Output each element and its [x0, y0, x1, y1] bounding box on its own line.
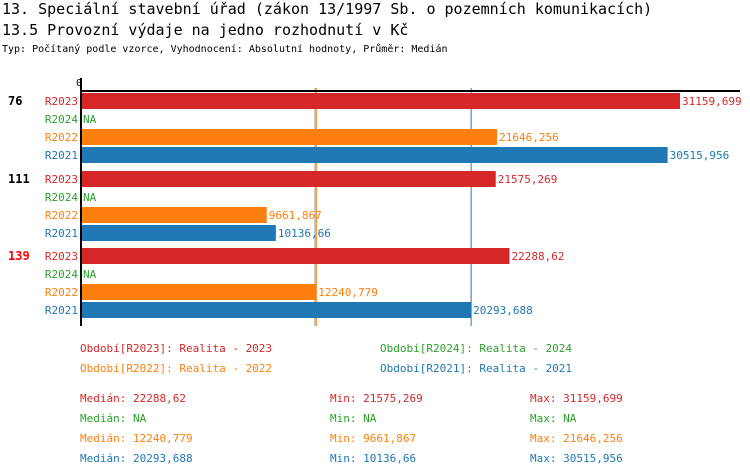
group-label: 111 — [8, 172, 30, 186]
bar-R2022 — [82, 284, 317, 300]
series-label: R2023 — [45, 250, 78, 263]
data-label: 31159,699 — [682, 95, 742, 108]
stat-max: Max: NA — [530, 412, 577, 425]
stat-median: Medián: 22288,62 — [80, 392, 186, 405]
series-label: R2022 — [45, 209, 78, 222]
bar-R2023 — [82, 248, 510, 264]
legend-item: Období[R2024]: Realita - 2024 — [380, 342, 573, 355]
series-label: R2021 — [45, 149, 78, 162]
group-label: 139 — [8, 249, 30, 263]
data-label: NA — [83, 268, 97, 281]
series-label: R2023 — [45, 95, 78, 108]
data-label: 21646,256 — [499, 131, 559, 144]
bar-R2023 — [82, 171, 496, 187]
data-label: 22288,62 — [511, 250, 564, 263]
stat-min: Min: NA — [330, 412, 377, 425]
data-label: NA — [83, 113, 97, 126]
stat-min: Min: 10136,66 — [330, 452, 417, 465]
data-label: 10136,66 — [278, 227, 331, 240]
stat-median: Medián: 20293,688 — [80, 452, 193, 465]
group-label: 76 — [8, 94, 22, 108]
x-tick-label: 0 — [76, 78, 82, 89]
chart-title: 13. Speciální stavební úřad (zákon 13/19… — [2, 0, 653, 18]
series-label: R2022 — [45, 286, 78, 299]
stat-median: Medián: 12240,779 — [80, 432, 193, 445]
data-label: 30515,956 — [670, 149, 730, 162]
bar-R2023 — [82, 93, 680, 109]
series-label: R2024 — [45, 191, 78, 204]
data-label: 21575,269 — [498, 173, 558, 186]
data-label: 20293,688 — [473, 304, 533, 317]
series-label: R2024 — [45, 113, 78, 126]
series-label: R2023 — [45, 173, 78, 186]
series-label: R2021 — [45, 227, 78, 240]
stat-max: Max: 30515,956 — [530, 452, 623, 465]
series-label: R2022 — [45, 131, 78, 144]
bar-R2022 — [82, 207, 267, 223]
chart-subtitle: 13.5 Provozní výdaje na jedno rozhodnutí… — [2, 21, 409, 39]
stat-min: Min: 21575,269 — [330, 392, 423, 405]
stat-median: Medián: NA — [80, 412, 147, 425]
bar-R2021 — [82, 147, 668, 163]
series-label: R2024 — [45, 268, 78, 281]
data-label: 9661,867 — [269, 209, 322, 222]
legend-item: Období[R2023]: Realita - 2023 — [80, 342, 273, 355]
series-label: R2021 — [45, 304, 78, 317]
bar-R2022 — [82, 129, 498, 145]
data-label: 12240,779 — [318, 286, 378, 299]
legend-item: Období[R2021]: Realita - 2021 — [380, 362, 573, 375]
legend-item: Období[R2022]: Realita - 2022 — [80, 362, 273, 375]
stat-min: Min: 9661,867 — [330, 432, 417, 445]
bar-R2021 — [82, 302, 472, 318]
bar-R2021 — [82, 225, 276, 241]
data-label: NA — [83, 191, 97, 204]
stat-max: Max: 21646,256 — [530, 432, 623, 445]
stat-max: Max: 31159,699 — [530, 392, 623, 405]
chart-info: Typ: Počítaný podle vzorce, Vyhodnocení:… — [2, 44, 448, 55]
